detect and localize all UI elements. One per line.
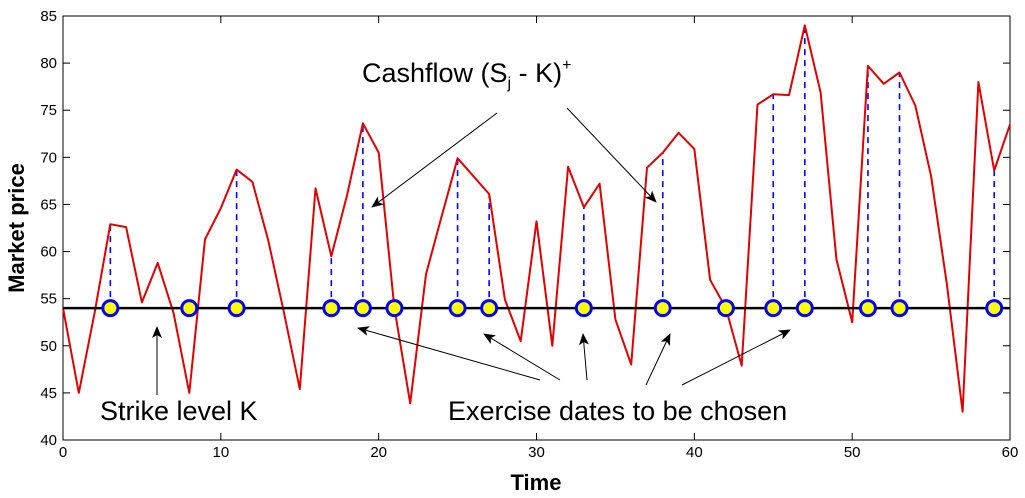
exercise-marker: [764, 299, 783, 318]
exercise-marker: [385, 299, 404, 318]
exercise-arrow-4: [645, 333, 671, 386]
y-tick-label: 60: [40, 244, 57, 261]
exercise-marker: [353, 299, 372, 318]
cashflow-lines: [109, 25, 996, 309]
exercise-marker: [574, 299, 593, 318]
exercise-arrow-3: [578, 333, 589, 381]
y-tick-label: 55: [40, 291, 57, 308]
exercise-marker: [716, 299, 735, 318]
y-tick-label: 85: [40, 8, 57, 25]
axis-ticks: 0 10 20 30 40 50 60 40 45 50 55 60 65 70 75 80 85: [40, 8, 1018, 461]
cashflow-arrow-left: [371, 112, 498, 208]
strike-annotation: Strike level K: [100, 396, 258, 426]
exercise-marker: [985, 299, 1004, 318]
exercise-marker: [101, 299, 120, 318]
x-tick-label: 10: [212, 444, 229, 461]
exercise-marker: [322, 299, 341, 318]
exercise-marker: [480, 299, 499, 318]
exercise-arrow-1: [357, 326, 541, 381]
price-series: [62, 24, 1011, 413]
y-tick-label: 50: [40, 338, 57, 355]
exercise-markers: [101, 299, 1004, 318]
y-tick-label: 70: [40, 149, 57, 166]
cashflow-arrow-right: [566, 107, 657, 203]
exercise-arrow-5: [681, 329, 791, 386]
exercise-arrow-2: [483, 333, 561, 381]
exercise-marker: [180, 299, 199, 318]
y-tick-label: 45: [40, 385, 57, 402]
x-axis-title: Time: [511, 470, 562, 495]
exercise-marker: [858, 299, 877, 318]
x-tick-label: 30: [528, 444, 545, 461]
exercise-annotation: Exercise dates to be chosen: [448, 396, 787, 426]
y-tick-label: 40: [40, 432, 57, 449]
y-tick-label: 65: [40, 196, 57, 213]
x-tick-label: 60: [1002, 444, 1019, 461]
price-line: [62, 24, 1011, 413]
x-tick-label: 40: [686, 444, 703, 461]
x-tick-label: 20: [370, 444, 387, 461]
exercise-marker: [227, 299, 246, 318]
x-tick-label: 50: [844, 444, 861, 461]
exercise-marker: [795, 299, 814, 318]
exercise-marker: [653, 299, 672, 318]
y-tick-label: 75: [40, 102, 57, 119]
exercise-marker: [448, 299, 467, 318]
y-tick-label: 80: [40, 55, 57, 72]
exercise-marker: [890, 299, 909, 318]
y-axis-title: Market price: [4, 163, 29, 293]
x-tick-label: 0: [59, 444, 67, 461]
cashflow-annotation: Cashflow (Sj - K)+: [362, 57, 571, 92]
